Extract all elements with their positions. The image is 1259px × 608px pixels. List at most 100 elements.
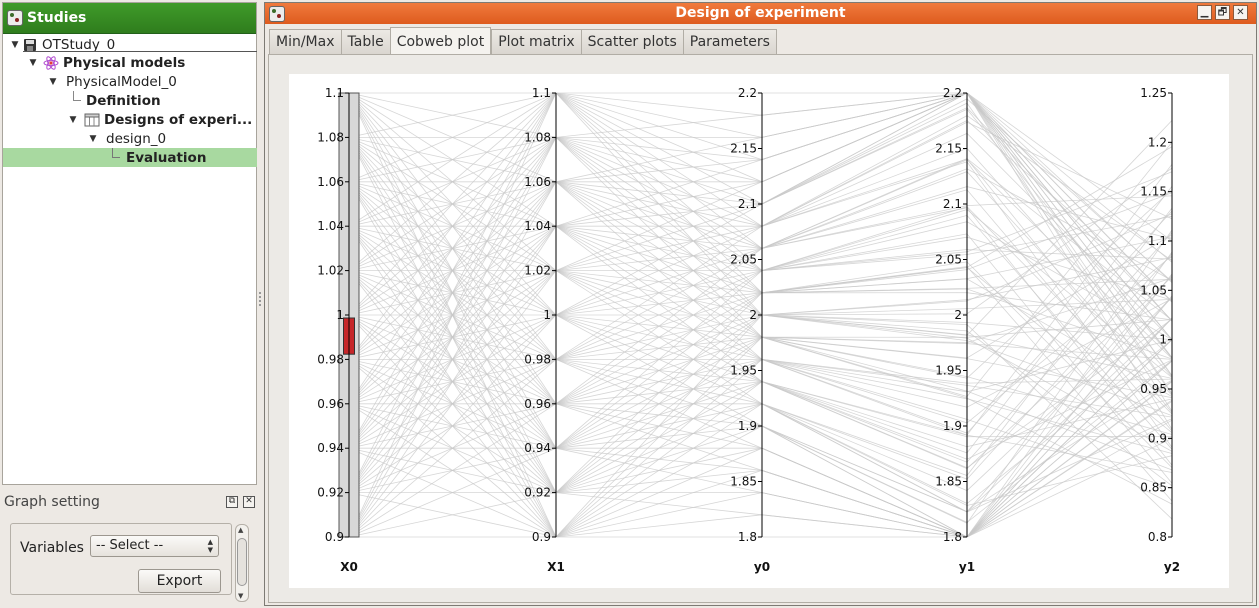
variables-label: Variables bbox=[20, 540, 84, 556]
studies-title: Studies bbox=[27, 10, 87, 26]
tick-label: 1.02 bbox=[317, 264, 344, 278]
graph-setting-box: Variables -- Select -- ▲ ▼ Export bbox=[10, 523, 232, 595]
tick-label: 1.15 bbox=[1140, 185, 1167, 199]
vertical-scrollbar[interactable]: ▲ ▼ bbox=[235, 524, 249, 602]
axis-name-y1: y1 bbox=[959, 560, 975, 574]
sample-line bbox=[348, 120, 1173, 302]
tick-label: 1.25 bbox=[1140, 86, 1167, 100]
collapse-arrow-icon[interactable]: ▼ bbox=[49, 76, 57, 87]
scroll-up-icon[interactable]: ▲ bbox=[238, 526, 244, 534]
tree-item-physical-models[interactable]: ▼ Physical models bbox=[27, 53, 186, 72]
tick-label: 2.2 bbox=[738, 86, 757, 100]
tick-label: 0.95 bbox=[1140, 382, 1167, 396]
axis-name-x1: X1 bbox=[547, 560, 565, 574]
variables-select[interactable]: -- Select -- ▲ ▼ bbox=[90, 535, 219, 557]
sample-line bbox=[349, 339, 1173, 393]
tick-label: 2 bbox=[749, 308, 757, 322]
tick-label: 0.92 bbox=[317, 486, 344, 500]
tab-bar: Min/Max Table Cobweb plot Plot matrix Sc… bbox=[269, 27, 777, 55]
tick-label: 1.08 bbox=[524, 130, 551, 144]
undock-icon[interactable]: ⧉ bbox=[226, 496, 238, 508]
tick-label: 1.85 bbox=[730, 475, 757, 489]
window-title: Design of experiment bbox=[675, 5, 846, 21]
tick-label: 1 bbox=[543, 308, 551, 322]
graph-setting-title: Graph setting bbox=[4, 494, 100, 510]
axis-name-y0: y0 bbox=[754, 560, 770, 574]
tree-item-designs[interactable]: ▼ Designs of experi... bbox=[67, 110, 253, 129]
tab-table[interactable]: Table bbox=[340, 29, 390, 55]
physical-model-label: PhysicalModel_0 bbox=[66, 73, 177, 90]
studies-header: Studies bbox=[3, 3, 256, 34]
axis-name-y2: y2 bbox=[1164, 560, 1180, 574]
tick-label: 0.9 bbox=[532, 530, 551, 544]
window-titlebar[interactable]: Design of experiment ▁ 🗗 ✕ bbox=[265, 3, 1256, 24]
tick-label: 2.05 bbox=[730, 253, 757, 267]
restore-icon[interactable]: 🗗 bbox=[1215, 5, 1230, 20]
tick-label: 0.85 bbox=[1140, 481, 1167, 495]
tick-label: 2.05 bbox=[935, 253, 962, 267]
tick-label: 2.15 bbox=[935, 142, 962, 156]
definition-label: Definition bbox=[86, 92, 161, 109]
tick-label: 1 bbox=[1159, 333, 1167, 347]
studies-panel: Studies ▼ OTStudy_0 ▼ Physical models ▼ … bbox=[2, 2, 257, 485]
scrollbar-thumb[interactable] bbox=[237, 538, 247, 586]
tree-branch-line bbox=[71, 91, 81, 110]
floppy-disk-icon bbox=[24, 38, 36, 51]
export-button[interactable]: Export bbox=[138, 569, 221, 593]
tick-label: 1.8 bbox=[738, 530, 757, 544]
tick-label: 1.06 bbox=[317, 175, 344, 189]
tick-label: 1.06 bbox=[524, 175, 551, 189]
close-icon[interactable]: ✕ bbox=[1233, 5, 1248, 20]
cobweb-plot-area: 1.1 1.08 1.06 1.04 1.02 1 0.98 0.96 0.94 0.92 0.9 X… bbox=[289, 74, 1229, 588]
tick-label: 1.02 bbox=[524, 264, 551, 278]
collapse-arrow-icon[interactable]: ▼ bbox=[29, 57, 37, 68]
tick-label: 2.2 bbox=[943, 86, 962, 100]
tick-label: 1.1 bbox=[532, 86, 551, 100]
collapse-arrow-icon[interactable]: ▼ bbox=[89, 133, 97, 144]
tick-label: 0.9 bbox=[325, 530, 344, 544]
tick-label: 1.95 bbox=[935, 364, 962, 378]
tick-label: 2.15 bbox=[730, 142, 757, 156]
tick-label: 0.92 bbox=[524, 486, 551, 500]
scroll-down-icon[interactable]: ▼ bbox=[238, 592, 244, 600]
tick-label: 2.1 bbox=[943, 197, 962, 211]
tree-item-design[interactable]: ▼ design_0 bbox=[87, 129, 167, 148]
tick-label: 1.9 bbox=[943, 419, 962, 433]
tree-item-evaluation[interactable]: Evaluation bbox=[3, 148, 257, 167]
variables-select-value: -- Select -- bbox=[96, 538, 164, 553]
minimize-icon[interactable]: ▁ bbox=[1197, 5, 1212, 20]
tree-item-physical-model[interactable]: ▼ PhysicalModel_0 bbox=[47, 72, 177, 91]
tick-label: 0.98 bbox=[524, 352, 551, 366]
tick-label: 1.9 bbox=[738, 419, 757, 433]
collapse-arrow-icon[interactable]: ▼ bbox=[69, 114, 77, 125]
tick-label: 2.1 bbox=[738, 197, 757, 211]
physical-models-label: Physical models bbox=[63, 54, 186, 71]
tab-min-max[interactable]: Min/Max bbox=[269, 29, 341, 55]
tick-label: 2 bbox=[954, 308, 962, 322]
cobweb-plot[interactable]: 1.11.081.061.041.0210.980.960.940.920.9X… bbox=[289, 74, 1229, 588]
tick-label: 1.05 bbox=[1140, 283, 1167, 297]
table-icon bbox=[84, 113, 100, 126]
study-label: OTStudy_0 bbox=[42, 36, 116, 53]
tree-item-definition[interactable]: Definition bbox=[71, 91, 161, 110]
tick-label: 1.04 bbox=[317, 219, 344, 233]
tab-plot-matrix[interactable]: Plot matrix bbox=[491, 29, 581, 55]
sample-line bbox=[348, 314, 1173, 360]
tab-scatter-plots[interactable]: Scatter plots bbox=[580, 29, 683, 55]
doe-window: Design of experiment ▁ 🗗 ✕ Min/Max Table… bbox=[264, 2, 1257, 606]
atom-icon bbox=[43, 55, 59, 70]
tab-parameters[interactable]: Parameters bbox=[682, 29, 777, 55]
tree-item-study[interactable]: ▼ OTStudy_0 bbox=[9, 35, 116, 54]
tick-label: 1.2 bbox=[1148, 135, 1167, 149]
tick-label: 1.1 bbox=[1148, 234, 1167, 248]
tick-label: 0.8 bbox=[1148, 530, 1167, 544]
sample-line bbox=[348, 207, 1173, 538]
tick-label: 0.9 bbox=[1148, 431, 1167, 445]
tick-label: 1.1 bbox=[325, 86, 344, 100]
splitter-handle[interactable] bbox=[258, 290, 262, 310]
app-logo-icon bbox=[7, 10, 23, 26]
collapse-arrow-icon[interactable]: ▼ bbox=[11, 39, 19, 50]
close-panel-icon[interactable]: ✕ bbox=[243, 496, 255, 508]
evaluation-label: Evaluation bbox=[126, 149, 207, 166]
tab-cobweb-plot[interactable]: Cobweb plot bbox=[389, 27, 492, 55]
